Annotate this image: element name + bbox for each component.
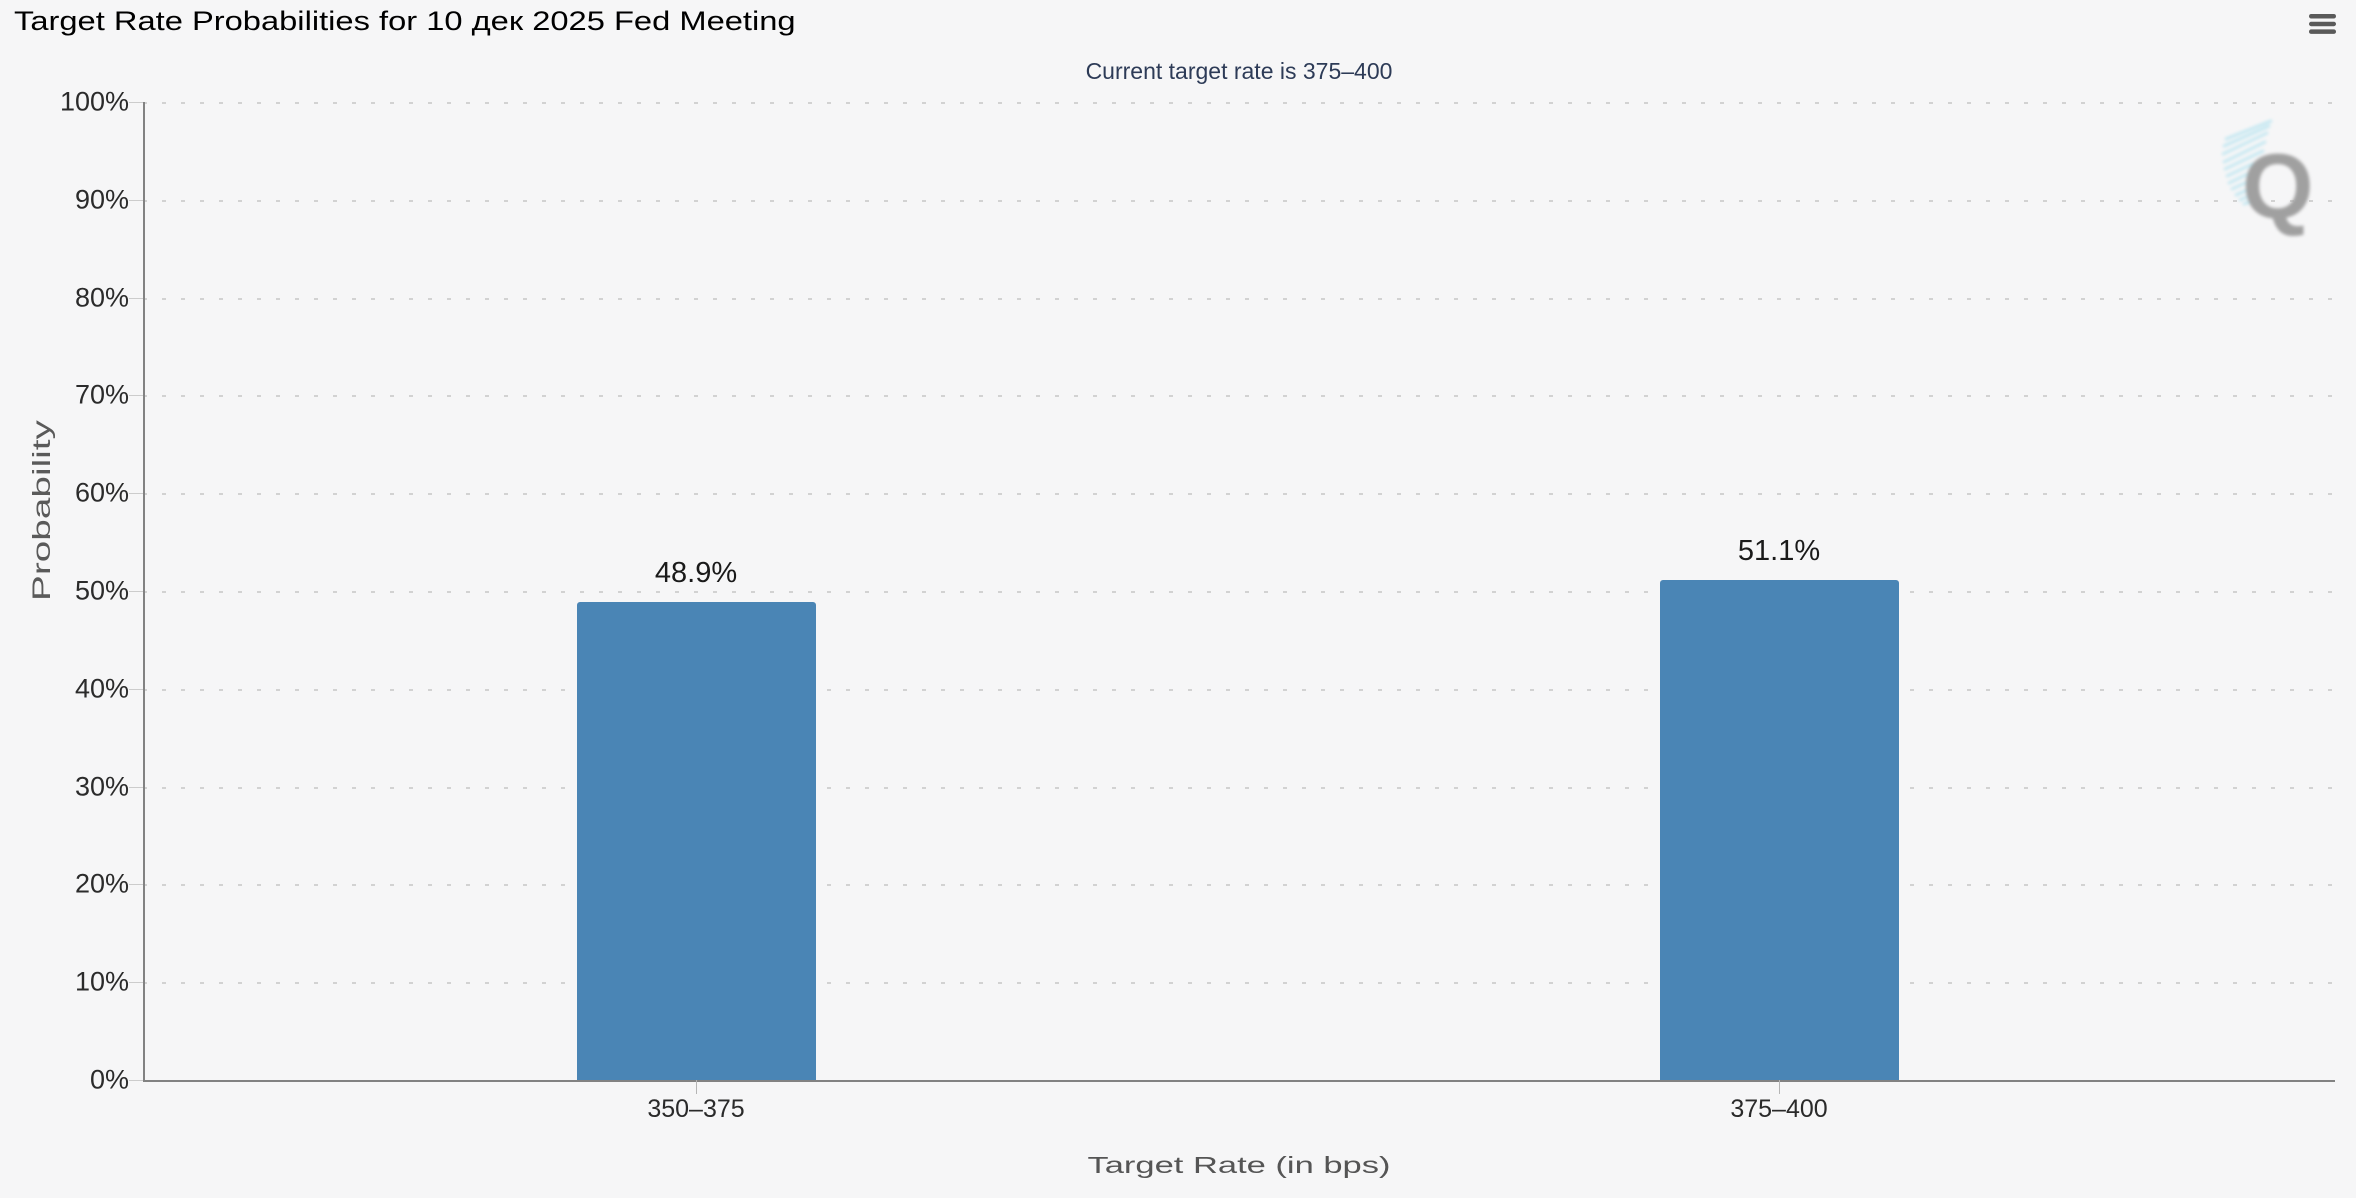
svg-text:Q: Q bbox=[2242, 136, 2314, 238]
